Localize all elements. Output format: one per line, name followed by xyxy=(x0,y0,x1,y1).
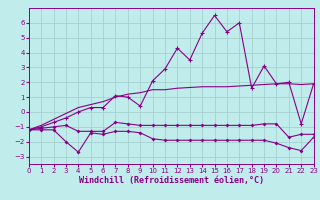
X-axis label: Windchill (Refroidissement éolien,°C): Windchill (Refroidissement éolien,°C) xyxy=(79,176,264,185)
